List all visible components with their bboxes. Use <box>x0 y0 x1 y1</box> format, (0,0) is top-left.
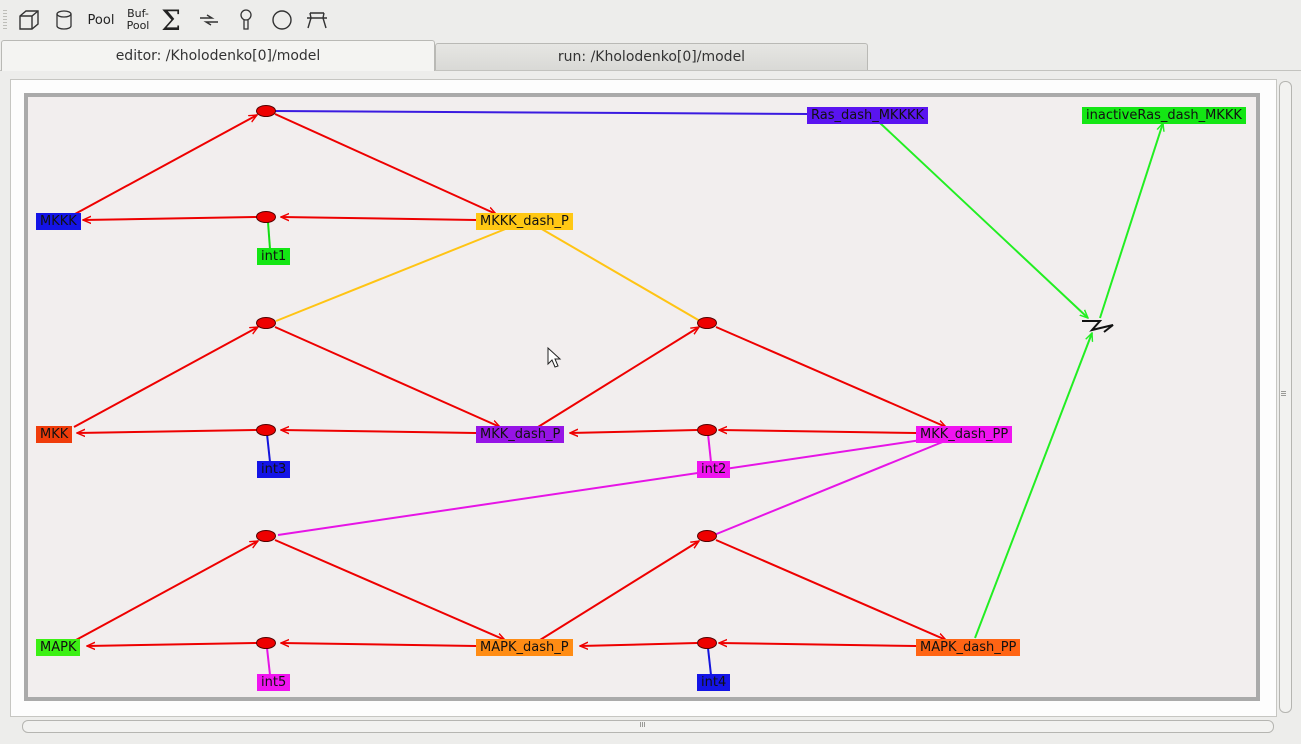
tab-run[interactable]: run: /Kholodenko[0]/model <box>435 43 868 70</box>
vertical-scroll-thumb[interactable] <box>1279 81 1292 713</box>
molecule-mkkk[interactable]: MKKK <box>36 213 81 230</box>
horizontal-scroll-grip <box>640 722 646 727</box>
compartment-cube-icon[interactable] <box>16 4 42 36</box>
molecule-mkk[interactable]: MKK <box>36 426 73 443</box>
tab-editor[interactable]: editor: /Kholodenko[0]/model <box>1 40 435 71</box>
molecule-mapk-dash-pp[interactable]: MAPK_dash_PP <box>916 639 1021 656</box>
model-canvas[interactable] <box>24 93 1260 701</box>
horizontal-scroll-thumb[interactable] <box>22 720 1274 733</box>
pool-button[interactable]: Pool <box>87 12 115 28</box>
molecule-ras-dash-mkkkk[interactable]: Ras_dash_MKKKK <box>807 107 929 124</box>
horizontal-scrollbar[interactable] <box>10 719 1275 733</box>
bufpool-button[interactable]: Buf- Pool <box>124 4 152 36</box>
molecule-inactiveras-dash-mkkk[interactable]: inactiveRas_dash_MKKK <box>1082 107 1246 124</box>
molecule-mkk-dash-pp[interactable]: MKK_dash_PP <box>916 426 1013 443</box>
pool-cylinder-icon[interactable] <box>53 4 75 36</box>
toolbar-grip[interactable] <box>3 10 7 30</box>
molecule-int3[interactable]: int3 <box>257 461 291 478</box>
bufpool-label-line2: Pool <box>126 19 150 32</box>
molecule-int4[interactable]: int4 <box>697 674 731 691</box>
molecule-int2[interactable]: int2 <box>697 461 731 478</box>
toolbar: Pool Buf- Pool Σ <box>0 0 1301 40</box>
circle-icon[interactable] <box>269 4 295 36</box>
molecule-mapk-dash-p[interactable]: MAPK_dash_P <box>476 639 573 656</box>
vertical-scrollbar[interactable] <box>1278 79 1292 715</box>
molecule-int1[interactable]: int1 <box>257 248 291 265</box>
vertical-scroll-grip <box>1281 391 1286 397</box>
molecule-mkk-dash-p[interactable]: MKK_dash_P <box>476 426 565 443</box>
tab-bar: run: /Kholodenko[0]/model editor: /Kholo… <box>0 40 1301 71</box>
table-icon[interactable] <box>304 4 330 36</box>
sum-button[interactable]: Σ <box>161 3 181 37</box>
molecule-mapk[interactable]: MAPK <box>36 639 81 656</box>
molecule-mkkk-dash-p[interactable]: MKKK_dash_P <box>476 213 573 230</box>
enzyme-icon[interactable] <box>234 4 258 36</box>
bufpool-label-line1: Buf- <box>127 7 149 20</box>
reaction-icon[interactable] <box>196 4 222 36</box>
molecule-int5[interactable]: int5 <box>257 674 291 691</box>
